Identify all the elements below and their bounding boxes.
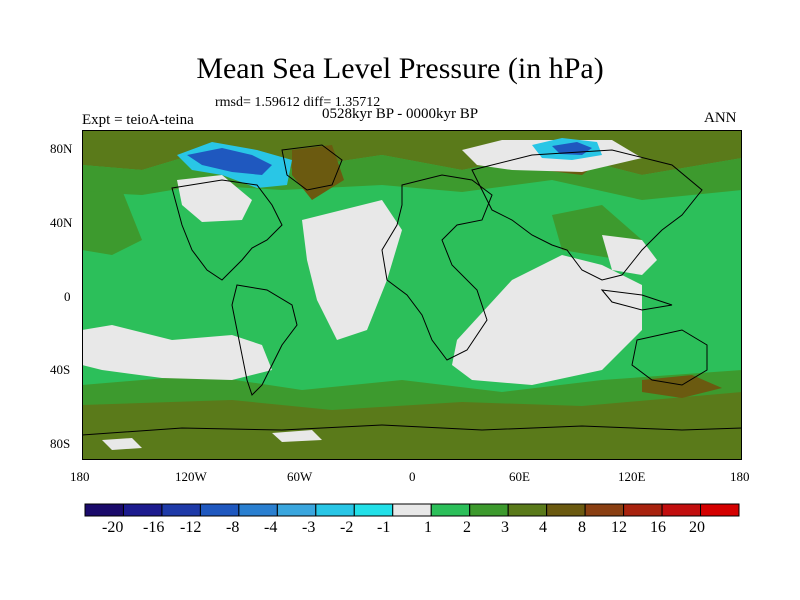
field-low-east-asia bbox=[602, 235, 657, 275]
lon-label: 120E bbox=[618, 469, 646, 484]
asia-outline bbox=[471, 149, 703, 281]
field-low-indian bbox=[452, 255, 642, 385]
colorbar-label: -16 bbox=[143, 519, 165, 536]
south-america-outline bbox=[231, 284, 298, 396]
stats-text: rmsd= 1.59612 diff= 1.35712 bbox=[215, 95, 381, 110]
colorbar-label: -1 bbox=[377, 519, 391, 536]
lon-label: 60W bbox=[287, 469, 313, 484]
field-low-south-pacific bbox=[82, 325, 272, 380]
lon-label: 180 bbox=[730, 469, 750, 484]
experiment-label: Expt = teioA-teina bbox=[82, 112, 194, 128]
colorbar-box bbox=[238, 503, 278, 517]
colorbar-label: -12 bbox=[180, 519, 202, 536]
colorbar-label: 3 bbox=[501, 519, 509, 536]
lon-label: 60E bbox=[509, 469, 530, 484]
lat-label: 80S bbox=[50, 436, 71, 451]
north-america-outline bbox=[171, 179, 283, 281]
colorbar-label: -4 bbox=[264, 519, 278, 536]
colorbar-box bbox=[84, 503, 124, 517]
colorbar-box bbox=[623, 503, 663, 517]
colorbar-label: -3 bbox=[302, 519, 316, 536]
colorbar-label: 8 bbox=[578, 519, 586, 536]
antarctica-outline bbox=[82, 424, 742, 436]
colorbar-box bbox=[315, 503, 355, 517]
colorbar-box bbox=[122, 503, 163, 517]
colorbar-label: 16 bbox=[650, 519, 666, 536]
colorbar-label: 12 bbox=[611, 519, 627, 536]
field-brown-patch-nw bbox=[292, 145, 344, 200]
field-low-antarctic-1 bbox=[102, 438, 142, 450]
colorbar-label: 2 bbox=[463, 519, 471, 536]
field-low-north-america bbox=[177, 175, 252, 222]
lon-label: 0 bbox=[409, 469, 416, 484]
colorbar-box bbox=[507, 503, 548, 517]
colorbar-box bbox=[584, 503, 625, 517]
colorbar-box bbox=[199, 503, 240, 517]
lat-label: 40N bbox=[50, 215, 73, 230]
field-brown-patch-south bbox=[642, 375, 722, 398]
colorbar-box bbox=[546, 503, 586, 517]
lat-label: 40S bbox=[50, 362, 71, 377]
europe-africa-outline bbox=[381, 174, 493, 361]
colorbar-box bbox=[392, 503, 432, 517]
field-low-antarctic-2 bbox=[272, 430, 322, 442]
field-dark-green-west bbox=[82, 190, 142, 255]
lat-label: 80N bbox=[50, 141, 73, 156]
map-frame bbox=[82, 130, 742, 460]
colorbar-label: -8 bbox=[226, 519, 240, 536]
colorbar-box bbox=[661, 503, 702, 517]
colorbar-box bbox=[353, 503, 394, 517]
pressure-map bbox=[82, 130, 742, 460]
colorbar-box bbox=[430, 503, 471, 517]
colorbar-label: -2 bbox=[340, 519, 354, 536]
plot-title: Mean Sea Level Pressure (in hPa) bbox=[196, 52, 604, 85]
colorbar-label: 20 bbox=[689, 519, 705, 536]
colorbar-label: 4 bbox=[539, 519, 547, 536]
field-low-atlantic bbox=[302, 200, 402, 340]
colorbar-box bbox=[276, 503, 317, 517]
colorbar-label: 1 bbox=[424, 519, 432, 536]
colorbar-box bbox=[700, 503, 740, 517]
lon-label: 120W bbox=[175, 469, 207, 484]
colorbar-box bbox=[161, 503, 201, 517]
colorbar-label: -20 bbox=[102, 519, 124, 536]
colorbar bbox=[84, 503, 740, 517]
lon-label: 180 bbox=[70, 469, 90, 484]
australia-outline bbox=[631, 329, 708, 386]
field-negative-greenland-core bbox=[187, 148, 272, 175]
colorbar-box bbox=[469, 503, 509, 517]
period-label: 0528kyr BP - 0000kyr BP bbox=[322, 106, 479, 122]
season-label: ANN bbox=[704, 110, 737, 126]
greenland-outline bbox=[281, 144, 343, 191]
indonesia-outline bbox=[600, 289, 673, 311]
lat-label: 0 bbox=[64, 289, 71, 304]
